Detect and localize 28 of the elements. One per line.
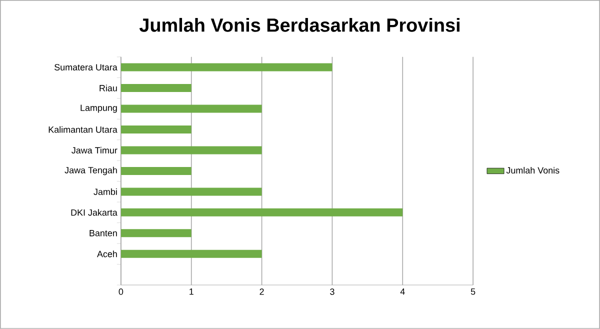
y-tick-label: Jambi [94, 188, 117, 196]
legend-label: Jumlah Vonis [506, 167, 560, 174]
bar [120, 229, 192, 238]
bar [120, 84, 192, 92]
x-tick-label: 4 [400, 288, 405, 295]
x-tick-label: 2 [260, 288, 264, 295]
y-tick-label: Aceh [97, 250, 117, 258]
x-tick-label: 5 [470, 288, 476, 295]
x-tick-label: 1 [190, 288, 194, 295]
y-tick-label: Banten [90, 230, 117, 236]
bar [120, 250, 262, 258]
bar [120, 188, 262, 196]
x-tick-label: 3 [330, 288, 334, 295]
bar [120, 126, 192, 134]
y-tick-label: Lampung [80, 104, 117, 113]
chart-title: Jumlah Vonis Berdasarkan Provinsi [139, 18, 460, 32]
bar [120, 104, 262, 113]
x-tick-label: 0 [118, 288, 124, 295]
bar [120, 63, 332, 72]
y-tick-label: Jawa Tengah [64, 166, 117, 176]
y-tick-label: Kalimantan Utara [48, 126, 118, 133]
bar [120, 208, 403, 216]
y-tick-label: Riau [100, 84, 117, 92]
y-tick-label: Jawa Timur [72, 146, 118, 154]
bar [120, 167, 192, 176]
y-tick-label: Sumatera Utara [54, 64, 118, 71]
y-tick-label: DKI Jakarta [71, 209, 118, 216]
bar [120, 146, 262, 154]
